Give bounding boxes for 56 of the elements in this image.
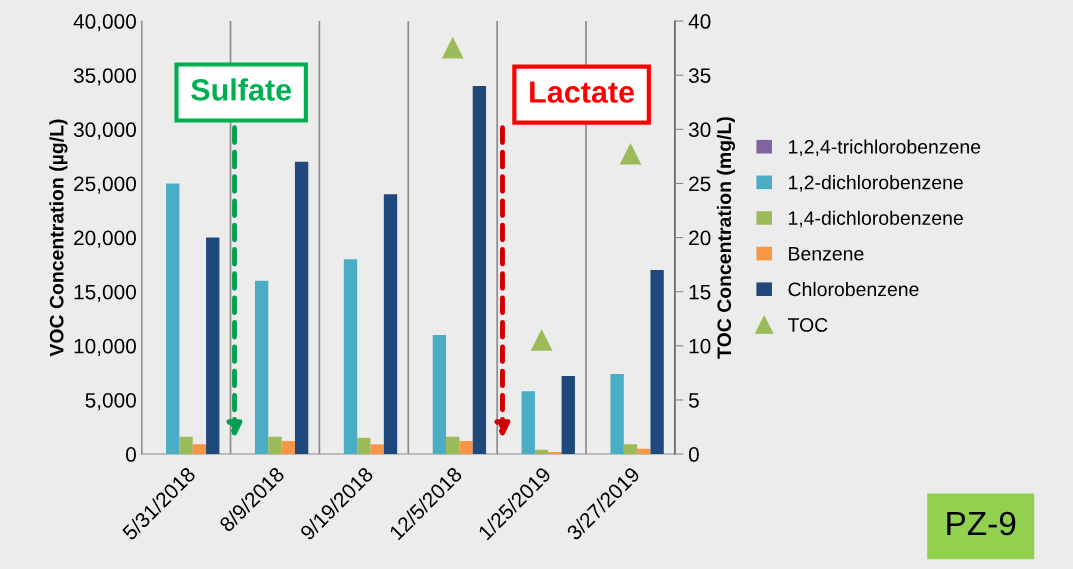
bar xyxy=(521,391,535,455)
y2-tick-label: 25 xyxy=(689,176,711,192)
bar xyxy=(623,444,638,455)
bar xyxy=(472,86,487,455)
legend-label: 1,2-dichlorobenzene xyxy=(789,175,963,192)
bar xyxy=(370,444,384,455)
bar xyxy=(637,448,651,455)
bar xyxy=(383,194,398,455)
legend-label: Benzene xyxy=(789,247,864,261)
y-tick-label: 25,000 xyxy=(74,176,136,194)
bar xyxy=(281,441,295,455)
y-tick-label: 15,000 xyxy=(74,284,136,302)
bar xyxy=(432,334,447,455)
annotation: Lactate xyxy=(530,81,635,103)
y-tick-label: 10,000 xyxy=(74,338,136,357)
y2-tick-label: 15 xyxy=(689,284,711,300)
y-axis-title: VOC Concentration (µg/L) xyxy=(49,119,68,357)
y2-tick-label: 10 xyxy=(689,338,711,354)
legend-label: TOC xyxy=(787,318,828,332)
y2-tick-label: 40 xyxy=(688,14,711,29)
legend-label: 1,4-dichlorobenzene xyxy=(789,210,963,228)
y2-tick-label: 5 xyxy=(688,393,699,408)
legend-label: Chlorobenzene xyxy=(788,281,919,297)
bar xyxy=(534,449,549,455)
point xyxy=(620,143,641,165)
text: PZ-9 xyxy=(947,511,1016,536)
y-tick-label: 20,000 xyxy=(74,230,136,248)
bar xyxy=(548,451,562,455)
y2-tick-label: 0 xyxy=(688,447,699,462)
point xyxy=(531,329,553,351)
bar xyxy=(343,259,358,455)
bar xyxy=(294,161,309,455)
y2-tick-label: 30 xyxy=(688,122,711,138)
y2-axis-title: TOC Concentration (mg/L) xyxy=(716,117,736,359)
y-tick-label: 40,000 xyxy=(73,14,136,32)
bar xyxy=(650,270,664,455)
bar xyxy=(561,376,575,455)
bar xyxy=(179,436,193,455)
y-tick-label: 30,000 xyxy=(73,122,136,140)
bar xyxy=(254,280,269,455)
bar xyxy=(446,436,460,455)
bar xyxy=(357,437,371,455)
y2-tick-label: 20 xyxy=(689,230,711,246)
y-tick-label: 5,000 xyxy=(85,392,136,411)
bar xyxy=(610,373,624,455)
y-tick-label: 35,000 xyxy=(73,68,136,86)
point xyxy=(442,37,464,59)
bar xyxy=(166,183,180,455)
bar xyxy=(268,436,282,455)
annotation: Sulfate xyxy=(191,78,292,101)
bar xyxy=(459,441,473,455)
legend-label: 1,2,4-trichlorobenzene xyxy=(789,139,981,157)
bar xyxy=(192,444,207,455)
y2-tick-label: 35 xyxy=(688,68,711,83)
bar xyxy=(206,237,220,455)
y-tick-label: 0 xyxy=(126,447,136,462)
